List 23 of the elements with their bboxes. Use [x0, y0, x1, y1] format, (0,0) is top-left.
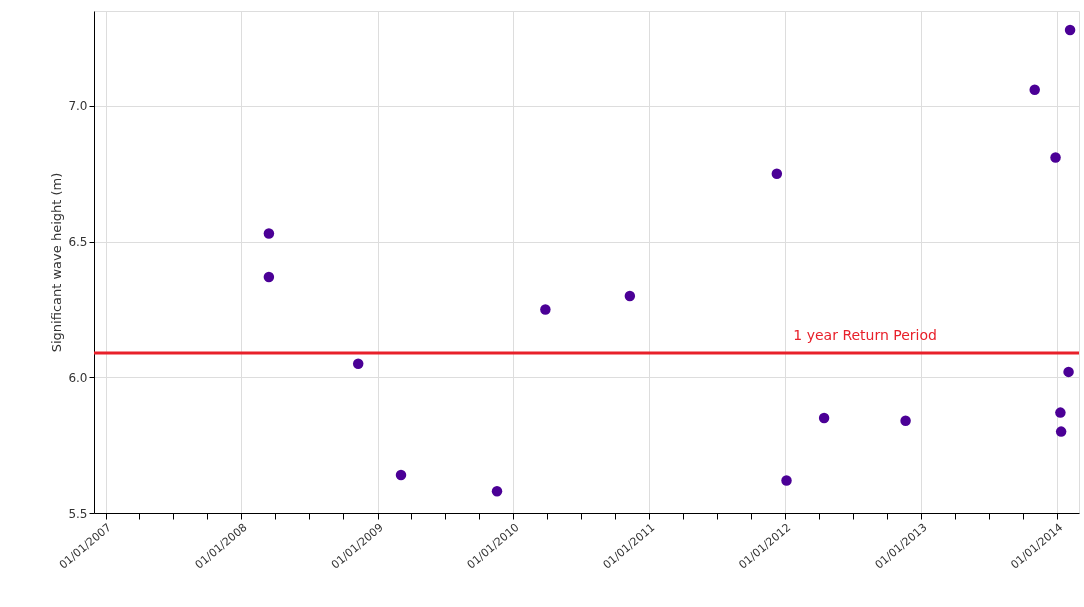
- point: [818, 412, 830, 424]
- point: [1029, 84, 1040, 95]
- y-tick-label: 6.0: [68, 370, 88, 385]
- point: [1055, 407, 1066, 418]
- point: [624, 290, 636, 302]
- point: [1064, 24, 1076, 36]
- y-tick-label: 7.0: [68, 99, 88, 114]
- point: [395, 469, 407, 481]
- point: [263, 228, 275, 239]
- point: [1050, 152, 1061, 163]
- ref-line-label: 1 year Return Period: [793, 326, 937, 343]
- point: [1063, 366, 1074, 378]
- point: [781, 475, 792, 486]
- point: [491, 486, 503, 497]
- point: [900, 415, 911, 426]
- point: [771, 168, 783, 180]
- point: [263, 271, 275, 283]
- y-tick-label: 5.5: [68, 506, 88, 521]
- point: [1055, 426, 1067, 437]
- point: [352, 358, 364, 369]
- y-axis-title: Significant wave height (m): [49, 172, 65, 353]
- y-tick-label: 6.5: [68, 235, 88, 250]
- point: [540, 304, 551, 315]
